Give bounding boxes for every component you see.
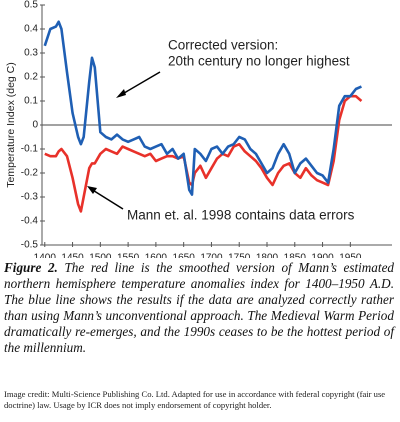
arrowhead: [116, 89, 126, 98]
y-tick-label: 0: [32, 120, 38, 131]
y-tick-label: 0.1: [24, 96, 38, 107]
x-tick-label: 1750: [228, 253, 251, 258]
data-line: [44, 94, 363, 213]
x-tick-label: 1900: [311, 253, 334, 258]
x-tick-label: 1450: [61, 253, 84, 258]
x-tick-label: 1850: [284, 253, 307, 258]
y-tick-label: -0.5: [21, 240, 39, 251]
x-tick-label: 1800: [256, 253, 279, 258]
credit: Image credit: Multi-Science Publishing C…: [4, 389, 386, 410]
caption: Figure 2. The red line is the smoothed v…: [4, 260, 394, 356]
x-tick-label: 1600: [145, 253, 168, 258]
x-tick-label: 1700: [200, 253, 223, 258]
y-axis-label: Temperature Index (deg C): [5, 62, 17, 187]
x-tick-label: 1400: [34, 253, 57, 258]
y-tick-label: -0.2: [21, 168, 39, 179]
y-tick-label: -0.3: [21, 192, 39, 203]
caption-text: The red line is the smoothed version of …: [4, 260, 395, 355]
x-tick-label: 1650: [173, 253, 196, 258]
y-tick-label: 0.3: [24, 48, 38, 59]
caption-label: Figure 2.: [4, 260, 58, 275]
x-tick-label: 1500: [89, 253, 112, 258]
arrow: [90, 188, 124, 210]
arrowhead: [87, 186, 97, 194]
annotation: Corrected version:: [168, 38, 278, 53]
arrow: [118, 71, 161, 97]
data-line: [43, 20, 362, 196]
annotation: 20th century no longer highest: [168, 54, 350, 69]
y-tick-label: 0.5: [24, 0, 38, 11]
annotation: Mann et. al. 1998 contains data errors: [127, 208, 355, 223]
x-tick-label: 1950: [339, 253, 362, 258]
y-tick-label: -0.4: [21, 216, 39, 227]
y-tick-label: 0.2: [24, 72, 38, 83]
chart: Temperature Index (deg C) 0.50.40.30.20.…: [5, 0, 392, 258]
y-tick-label: 0.4: [24, 24, 38, 35]
y-tick-label: -0.1: [21, 144, 39, 155]
x-tick-label: 1550: [117, 253, 140, 258]
plot: 0.5 0.4 0.3 0.2 0.1 0 -0.1 -0.2 -0.3 -0.4 -0.5 1400…: [21, 0, 392, 258]
